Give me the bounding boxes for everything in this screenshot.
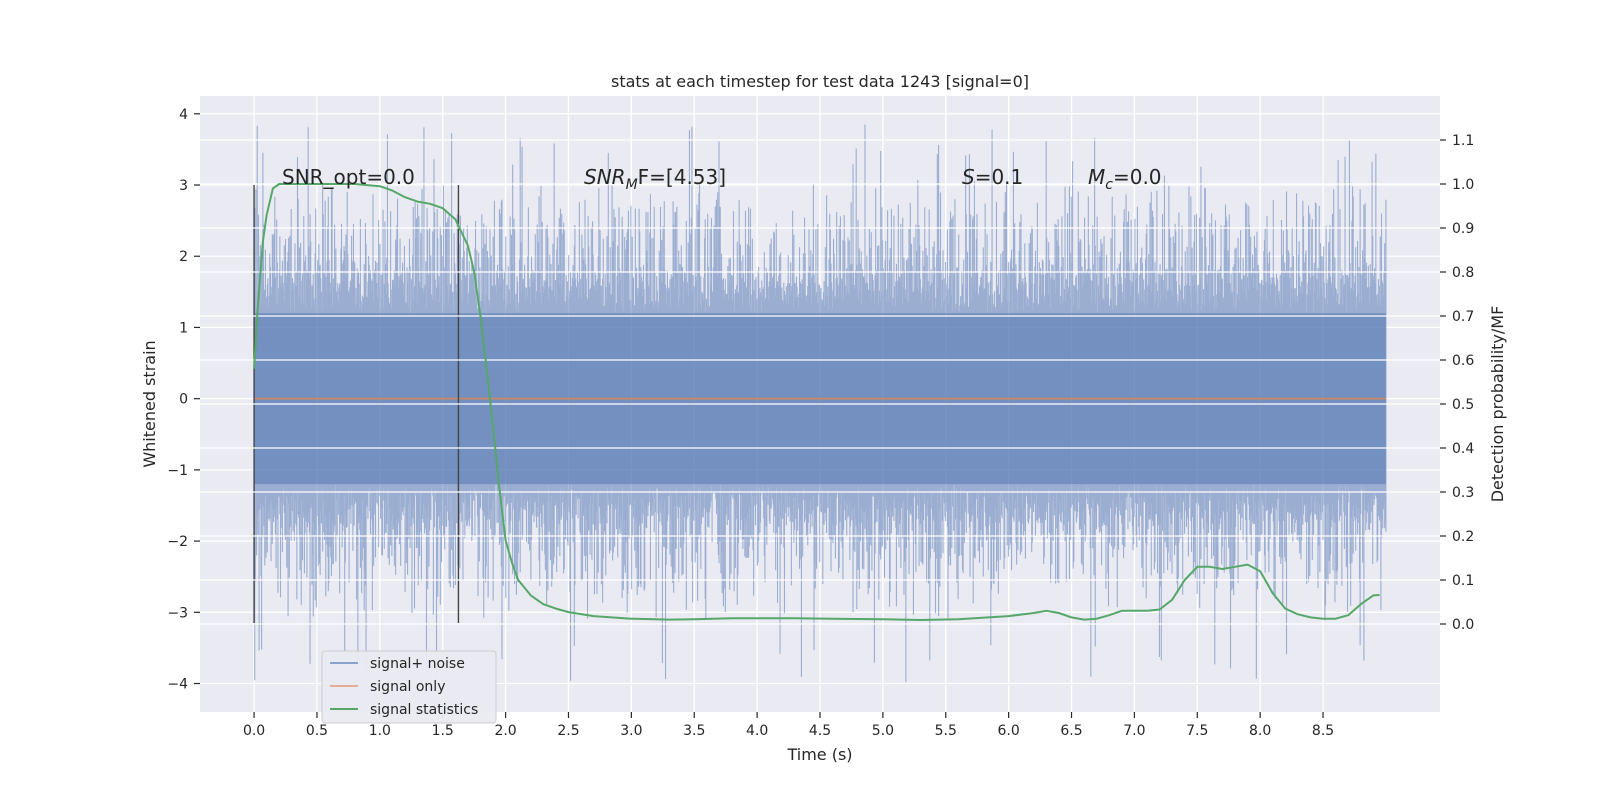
tick-label-right-9: 0.9 (1452, 221, 1474, 237)
tick-label-left-7: 3 (179, 178, 188, 194)
y-axis-label-left: Whitened strain (140, 340, 159, 467)
tick-label-left-3: −1 (167, 463, 188, 479)
tick-label-left-5: 1 (179, 320, 188, 336)
tick-label-x-4: 2.0 (494, 723, 516, 739)
legend-label-signal-plus-noise: signal+ noise (370, 656, 465, 672)
tick-label-x-14: 7.0 (1123, 723, 1145, 739)
tick-label-x-8: 4.0 (746, 723, 768, 739)
tick-label-right-0: 0.0 (1452, 617, 1474, 633)
legend-label-signal-only: signal only (370, 679, 445, 695)
tick-label-x-10: 5.0 (872, 723, 894, 739)
tick-label-x-0: 0.0 (243, 723, 265, 739)
tick-label-x-17: 8.5 (1312, 723, 1334, 739)
tick-label-right-2: 0.2 (1452, 529, 1474, 545)
annotation-s: S=0.1 (962, 165, 1023, 189)
tick-label-x-6: 3.0 (620, 723, 642, 739)
x-axis-ticks: 0.0 0.5 1.0 1.5 2.0 2.5 3.0 3.5 4.0 4.5 5.0 5.5 6.0 6… (243, 712, 1334, 739)
tick-label-right-3: 0.3 (1452, 485, 1474, 501)
tick-label-x-3: 1.5 (432, 723, 454, 739)
tick-label-right-6: 0.6 (1452, 353, 1474, 369)
signal-statistics-line (253, 183, 1380, 621)
y-axis-label-right: Detection probability/MF (1488, 306, 1507, 503)
tick-label-right-7: 0.7 (1452, 309, 1474, 325)
tick-label-right-8: 0.8 (1452, 265, 1474, 281)
tick-label-x-15: 7.5 (1186, 723, 1208, 739)
tick-label-left-4: 0 (179, 392, 188, 408)
tick-label-left-6: 2 (179, 249, 188, 265)
tick-label-x-16: 8.0 (1249, 723, 1271, 739)
tick-label-x-13: 6.5 (1060, 723, 1082, 739)
tick-label-x-11: 5.5 (935, 723, 957, 739)
tick-label-x-2: 1.0 (369, 723, 391, 739)
tick-label-right-5: 0.5 (1452, 397, 1474, 413)
left-axis-ticks: −4 −3 −2 −1 0 1 2 3 4 (167, 107, 200, 693)
tick-label-right-1: 0.1 (1452, 573, 1474, 589)
tick-label-x-7: 3.5 (683, 723, 705, 739)
tick-label-left-8: 4 (179, 107, 188, 123)
tick-label-right-4: 0.4 (1452, 441, 1474, 457)
grid-lines-right-axis (200, 139, 1440, 625)
right-axis-ticks: 0.0 0.1 0.2 0.3 0.4 0.5 0.6 0.7 0.8 0.9 1.0 1.1 (1440, 133, 1474, 633)
annotation-mc: Mc=0.0 (1088, 165, 1162, 193)
tick-label-right-11: 1.1 (1452, 133, 1474, 149)
series-signal-statistics (253, 183, 1380, 621)
annotation-snr-mf: SNRMF=[4.53] (584, 165, 726, 193)
legend: signal+ noise signal only signal statist… (321, 650, 497, 724)
tick-label-x-5: 2.5 (557, 723, 579, 739)
tick-label-right-10: 1.0 (1452, 177, 1474, 193)
chart-title: stats at each timestep for test data 124… (611, 72, 1029, 91)
tick-label-left-2: −2 (167, 534, 188, 550)
tick-label-x-1: 0.5 (306, 723, 328, 739)
annotation-snr-opt: SNR_opt=0.0 (282, 165, 415, 189)
legend-label-signal-statistics: signal statistics (370, 702, 478, 718)
x-axis-label: Time (s) (786, 745, 852, 764)
legend-box (321, 650, 497, 724)
tick-label-x-12: 6.0 (998, 723, 1020, 739)
tick-label-left-1: −3 (167, 605, 188, 621)
tick-label-left-0: −4 (167, 677, 188, 693)
tick-label-x-9: 4.5 (809, 723, 831, 739)
